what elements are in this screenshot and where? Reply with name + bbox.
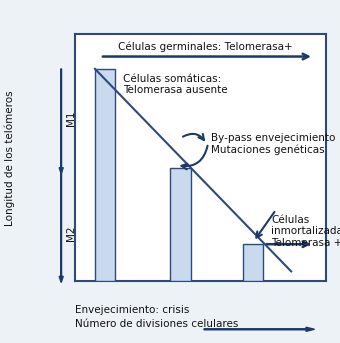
- Bar: [95, 69, 115, 281]
- Text: Envejecimiento: crisis: Envejecimiento: crisis: [75, 305, 189, 316]
- Text: Células germinales: Telomerasa+: Células germinales: Telomerasa+: [118, 42, 293, 52]
- Bar: [170, 168, 190, 281]
- Text: Número de divisiones celulares: Número de divisiones celulares: [75, 319, 238, 329]
- Text: M2: M2: [66, 225, 76, 240]
- Text: By-pass envejecimiento
Mutaciones genéticas: By-pass envejecimiento Mutaciones genéti…: [211, 133, 335, 155]
- Text: M1: M1: [66, 110, 76, 126]
- Bar: [243, 244, 264, 281]
- Text: Células
inmortalizadas
Telomerasa +: Células inmortalizadas Telomerasa +: [271, 215, 340, 248]
- Text: Longitud de los telómeros: Longitud de los telómeros: [5, 90, 15, 226]
- Text: Células somáticas:
Telomerasa ausente: Células somáticas: Telomerasa ausente: [123, 74, 227, 95]
